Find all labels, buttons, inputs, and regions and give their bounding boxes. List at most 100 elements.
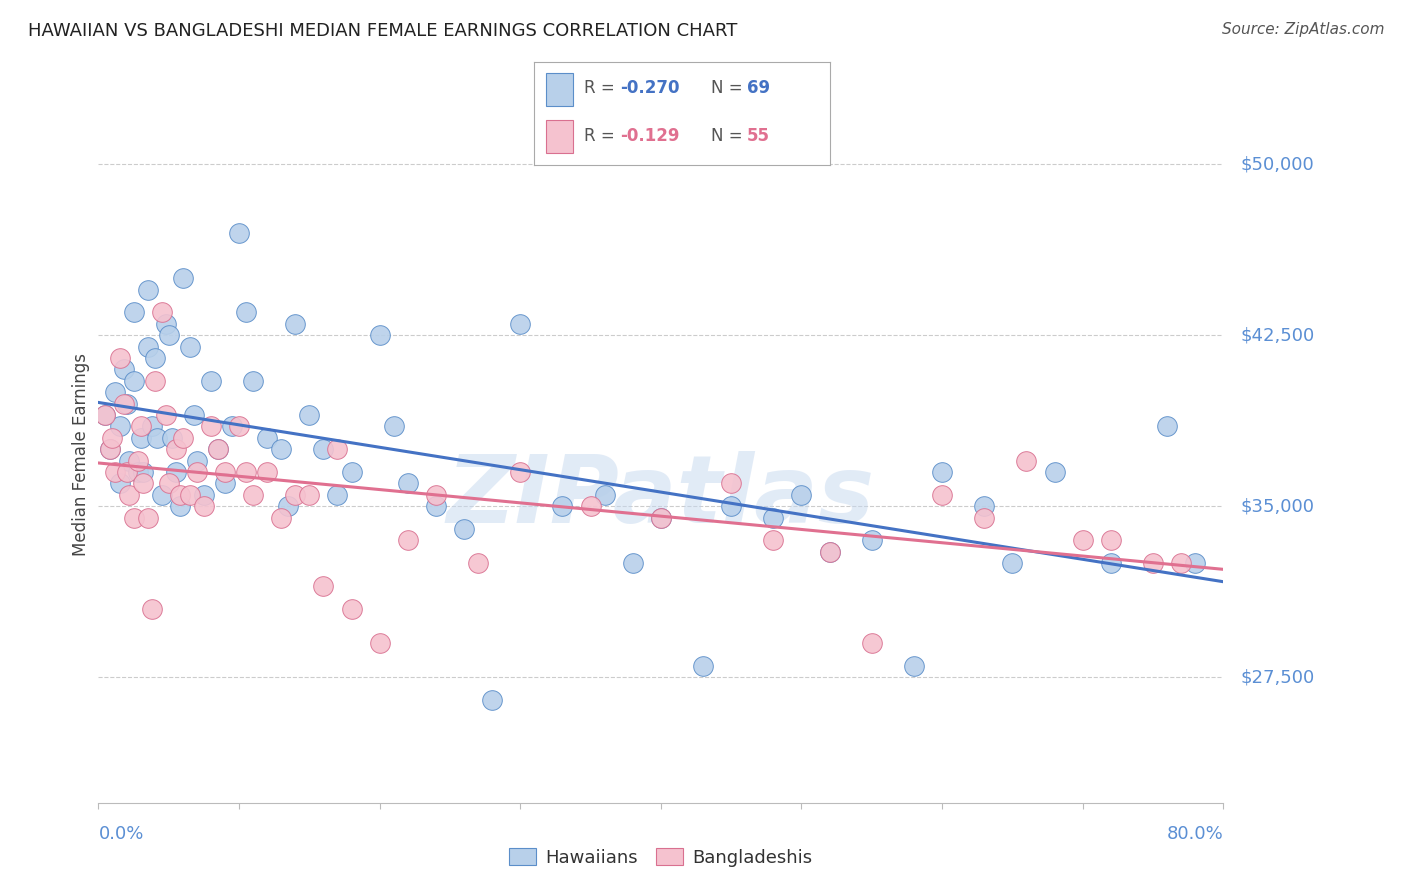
Point (256, 431, 278, 445)
Point (1099, 556, 1122, 570)
Point (193, 488, 215, 502)
Point (509, 465, 531, 479)
Text: -0.129: -0.129 (620, 128, 679, 145)
Point (860, 533, 883, 548)
Point (193, 500, 215, 514)
Point (155, 408, 177, 422)
Point (172, 431, 194, 445)
Point (104, 385, 127, 400)
Point (94, 408, 117, 422)
Point (122, 510, 145, 524)
Point (207, 442, 229, 457)
Point (973, 500, 995, 514)
Legend: Hawaiians, Bangladeshis: Hawaiians, Bangladeshis (502, 840, 820, 874)
Point (150, 305, 173, 319)
Point (326, 488, 349, 502)
Text: HAWAIIAN VS BANGLADESHI MEDIAN FEMALE EARNINGS CORRELATION CHART: HAWAIIAN VS BANGLADESHI MEDIAN FEMALE EA… (28, 22, 738, 40)
Point (762, 510, 785, 524)
Point (903, 659, 925, 673)
Point (621, 556, 644, 570)
Point (186, 465, 208, 479)
Point (1099, 533, 1122, 548)
Point (551, 500, 574, 514)
Point (860, 636, 883, 650)
Point (650, 510, 672, 524)
Point (150, 488, 173, 502)
Point (221, 419, 243, 434)
Point (340, 465, 363, 479)
Point (593, 488, 616, 502)
Point (1071, 533, 1094, 548)
Point (284, 317, 307, 331)
Point (312, 579, 335, 593)
Point (129, 431, 152, 445)
Text: $35,000: $35,000 (1240, 497, 1315, 516)
Point (104, 465, 127, 479)
Point (136, 283, 159, 297)
Point (165, 442, 187, 457)
Point (146, 431, 169, 445)
Point (340, 602, 363, 616)
Point (396, 476, 419, 491)
Point (790, 488, 813, 502)
Text: $50,000: $50,000 (1240, 155, 1313, 173)
Point (720, 500, 742, 514)
Point (183, 408, 205, 422)
Point (101, 431, 124, 445)
Point (94, 408, 117, 422)
Point (165, 465, 187, 479)
Point (235, 305, 257, 319)
Point (214, 476, 236, 491)
Point (396, 533, 419, 548)
Point (650, 510, 672, 524)
Point (368, 636, 391, 650)
Point (818, 545, 841, 559)
Point (509, 317, 531, 331)
Point (481, 693, 503, 707)
Point (1043, 465, 1066, 479)
Point (368, 328, 391, 343)
Text: ZIPatlas: ZIPatlas (447, 450, 875, 542)
Point (1170, 556, 1192, 570)
Point (1156, 419, 1178, 434)
Point (136, 510, 159, 524)
Text: 69: 69 (747, 79, 770, 97)
Point (931, 465, 953, 479)
Point (129, 419, 152, 434)
Point (973, 510, 995, 524)
Point (98, 442, 121, 457)
Point (228, 419, 250, 434)
Point (1184, 556, 1206, 570)
Y-axis label: Median Female Earnings: Median Female Earnings (72, 353, 90, 557)
Point (186, 453, 208, 467)
Point (326, 442, 349, 457)
Point (200, 419, 222, 434)
Point (141, 419, 163, 434)
Point (157, 476, 180, 491)
Text: N =: N = (711, 128, 748, 145)
Point (136, 340, 159, 354)
Point (143, 351, 166, 365)
Point (127, 453, 149, 467)
Point (214, 465, 236, 479)
Point (127, 465, 149, 479)
Point (298, 488, 321, 502)
Point (579, 500, 602, 514)
Point (284, 488, 307, 502)
Text: $42,500: $42,500 (1240, 326, 1315, 344)
Point (112, 362, 135, 376)
Point (108, 419, 131, 434)
Point (115, 465, 138, 479)
Point (453, 522, 475, 536)
Point (207, 442, 229, 457)
Point (132, 465, 155, 479)
Text: R =: R = (585, 79, 620, 97)
Point (270, 510, 292, 524)
Point (172, 271, 194, 285)
Point (122, 305, 145, 319)
Point (467, 556, 489, 570)
Point (270, 442, 292, 457)
Point (1015, 453, 1038, 467)
Text: $27,500: $27,500 (1240, 668, 1315, 686)
Text: N =: N = (711, 79, 748, 97)
